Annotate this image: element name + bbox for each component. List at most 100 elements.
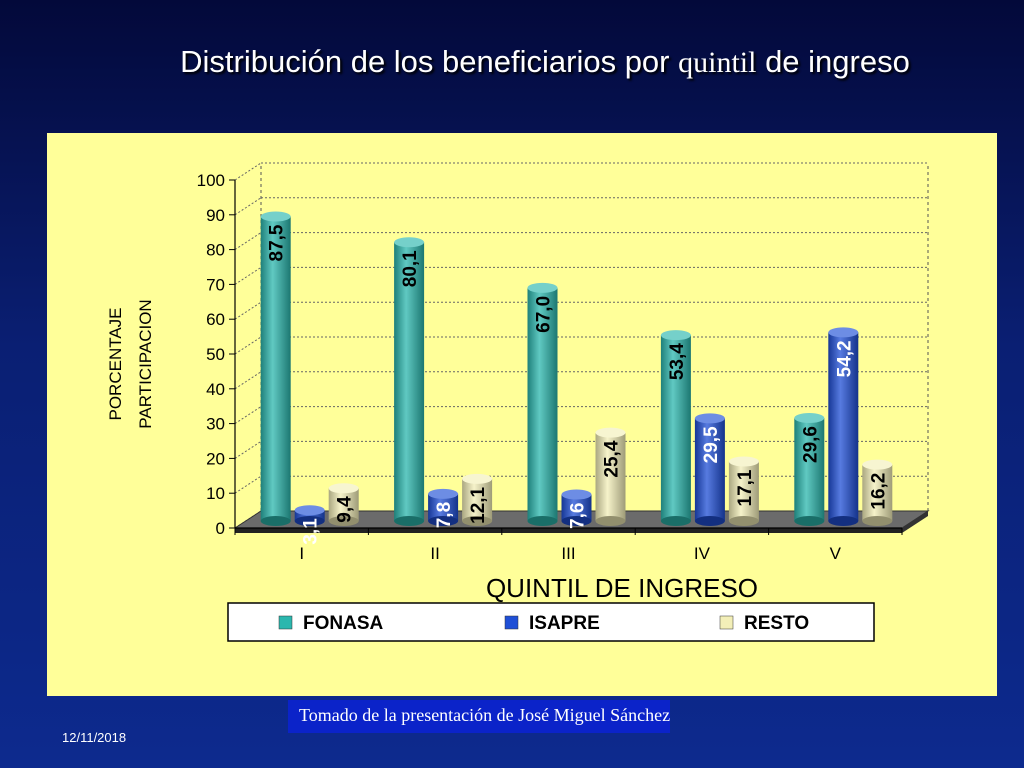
x-tick-label: II (430, 544, 439, 563)
bar-fonasa (660, 335, 691, 521)
legend-box (227, 602, 875, 642)
bar-top-resto (328, 483, 359, 494)
bar-top-isapre (561, 489, 592, 500)
data-label-fonasa: 53,4 (667, 343, 688, 380)
data-label-isapre: 3,1 (301, 518, 322, 545)
bar-top-fonasa (794, 412, 825, 423)
title-text-quintil: quintil (678, 46, 757, 79)
data-label-resto: 9,4 (335, 496, 356, 523)
title-text-end: de ingreso (756, 44, 910, 79)
data-label-resto: 17,1 (735, 469, 756, 506)
data-label-isapre: 29,5 (701, 426, 722, 463)
bar-resto (728, 461, 759, 521)
slide-title: Distribución de los beneficiarios por qu… (0, 44, 1024, 80)
bar-base-resto (862, 516, 893, 526)
bar-base-isapre (828, 516, 859, 526)
bar-base-resto (595, 516, 626, 526)
x-tick-label: V (830, 544, 842, 563)
y-tick-label: 30 (206, 415, 225, 434)
slide-date: 12/11/2018 (62, 730, 127, 745)
bar-base-fonasa (660, 516, 691, 526)
bar-base-resto (328, 516, 359, 526)
bar-fonasa (394, 242, 425, 521)
data-label-isapre: 54,2 (834, 340, 855, 377)
bar-fonasa (527, 287, 558, 521)
bar-isapre (828, 332, 859, 521)
data-label-isapre: 7,8 (434, 502, 455, 528)
y-axis-label-line2: PARTICIPACION (136, 299, 155, 428)
bar-top-fonasa (394, 237, 425, 248)
data-label-fonasa: 67,0 (534, 296, 555, 333)
gridline-side (234, 232, 262, 251)
legend-swatch-fonasa (278, 615, 293, 630)
bar-top-isapre (694, 413, 725, 424)
x-tick-label: III (561, 544, 575, 563)
data-label-fonasa: 29,6 (800, 426, 821, 463)
bar-isapre (694, 418, 725, 521)
y-tick-label: 50 (206, 345, 225, 364)
bar-base-isapre (294, 516, 325, 526)
bar-top-resto (862, 459, 893, 470)
data-label-resto: 12,1 (468, 486, 489, 523)
bar-base-isapre (561, 516, 592, 526)
bar-base-fonasa (394, 516, 425, 526)
bar-base-resto (462, 516, 493, 526)
credit-box (288, 700, 670, 733)
chart-panel: 0 10 20 30 40 50 60 70 80 90 100 PORCENTAJE PARTICIP… (47, 133, 997, 696)
bar-base-fonasa (794, 516, 825, 526)
bar-top-fonasa (660, 330, 691, 341)
bar-resto (462, 478, 493, 521)
bar-resto (595, 432, 626, 521)
legend-swatch-resto (719, 615, 734, 630)
chart-floor-edge (235, 528, 902, 533)
x-tick-label: I (299, 544, 304, 563)
y-tick-label: 60 (206, 310, 225, 329)
bar-fonasa (794, 417, 825, 521)
y-tick-label: 90 (206, 206, 225, 225)
bar-top-resto (462, 473, 493, 484)
y-axis-label-line1: PORCENTAJE (106, 307, 125, 420)
bar-chart: 0 10 20 30 40 50 60 70 80 90 100 PORCENTAJE PARTICIP… (106, 162, 930, 642)
legend-label-fonasa: FONASA (303, 613, 384, 634)
data-label-resto: 25,4 (602, 440, 623, 477)
data-label-isapre: 7,6 (568, 503, 589, 529)
y-tick-label: 0 (216, 519, 225, 538)
gridline-side (234, 162, 262, 181)
bar-base-fonasa (260, 516, 291, 526)
gridline-side (234, 336, 262, 355)
data-label-fonasa: 80,1 (400, 250, 421, 287)
bar-top-resto (595, 427, 626, 438)
data-label-resto: 16,2 (868, 473, 889, 510)
legend-swatch-isapre (504, 615, 519, 630)
x-axis-title: QUINTIL DE INGRESO (486, 573, 758, 603)
bar-fonasa (260, 216, 291, 521)
y-tick-label: 10 (206, 484, 225, 503)
bar-top-isapre (828, 327, 859, 338)
bar-resto (862, 464, 893, 521)
bar-base-isapre (428, 516, 459, 526)
gridline-side (234, 475, 262, 494)
data-label-fonasa: 87,5 (267, 224, 288, 261)
gridline-side (234, 440, 262, 459)
bar-base-fonasa (527, 516, 558, 526)
y-tick-label: 70 (206, 275, 225, 294)
y-tick-label: 100 (197, 171, 225, 190)
gridline-side (234, 406, 262, 425)
bar-top-fonasa (527, 282, 558, 293)
x-tick-label: IV (694, 544, 711, 563)
gridline-side (234, 266, 262, 285)
bar-top-isapre (294, 505, 325, 516)
bar-isapre (294, 510, 325, 521)
bar-top-resto (728, 456, 759, 467)
legend-label-resto: RESTO (744, 613, 809, 634)
credit-text: Tomado de la presentación de José Miguel… (299, 705, 671, 725)
bar-top-fonasa (260, 211, 291, 222)
bar-resto (328, 488, 359, 521)
legend-label-isapre: ISAPRE (529, 613, 600, 634)
chart-floor-side (902, 511, 928, 533)
y-tick-label: 40 (206, 380, 225, 399)
title-text-start: Distribución de los beneficiarios por (180, 44, 679, 79)
bar-top-isapre (428, 488, 459, 499)
gridline-side (234, 371, 262, 390)
gridline-side (234, 301, 262, 320)
